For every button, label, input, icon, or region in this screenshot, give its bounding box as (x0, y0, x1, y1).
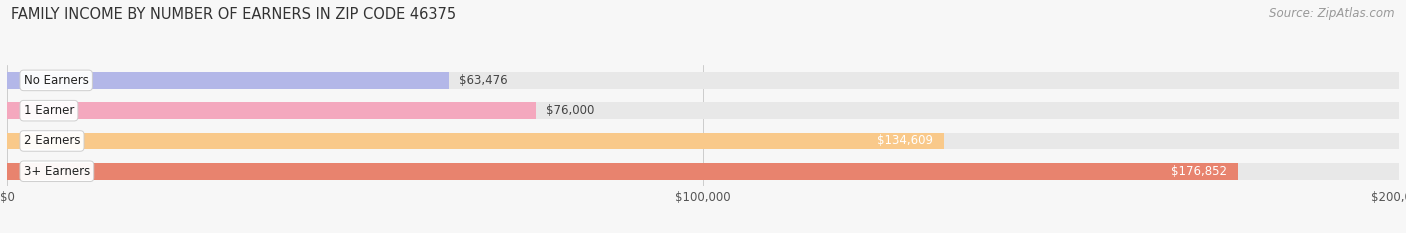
Text: 3+ Earners: 3+ Earners (24, 165, 90, 178)
Text: 2 Earners: 2 Earners (24, 134, 80, 147)
Text: $63,476: $63,476 (460, 74, 508, 87)
Bar (7, 102, 1399, 119)
Text: FAMILY INCOME BY NUMBER OF EARNERS IN ZIP CODE 46375: FAMILY INCOME BY NUMBER OF EARNERS IN ZI… (11, 7, 457, 22)
Bar (7, 163, 1399, 180)
Bar (7, 133, 943, 149)
Bar (7, 72, 449, 89)
Bar (7, 72, 1399, 89)
Text: $134,609: $134,609 (877, 134, 934, 147)
Text: No Earners: No Earners (24, 74, 89, 87)
Text: 1 Earner: 1 Earner (24, 104, 75, 117)
Bar (7, 102, 536, 119)
Bar (7, 163, 1237, 180)
Text: $76,000: $76,000 (547, 104, 595, 117)
Text: Source: ZipAtlas.com: Source: ZipAtlas.com (1270, 7, 1395, 20)
Text: $176,852: $176,852 (1171, 165, 1227, 178)
Bar (7, 133, 1399, 149)
